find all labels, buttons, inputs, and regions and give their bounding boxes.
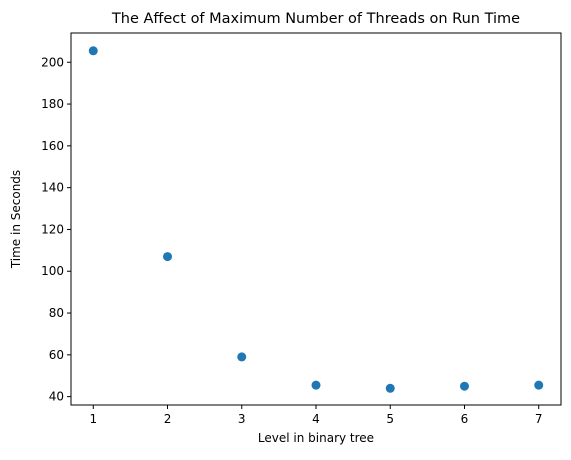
plot-frame (70, 32, 562, 406)
scatter-point (163, 252, 173, 262)
x-tick-label: 2 (164, 412, 172, 426)
plot-background (71, 33, 561, 405)
scatter-point (534, 380, 544, 390)
scatter-point (88, 46, 98, 56)
chart-title: The Affect of Maximum Number of Threads … (111, 11, 520, 27)
scatter-point (237, 352, 247, 362)
y-tick-label: 180 (41, 97, 64, 111)
scatter-point (311, 380, 321, 390)
y-tick-label: 40 (49, 390, 64, 404)
scatter-point (459, 381, 469, 391)
x-axis-label: Level in binary tree (258, 431, 374, 445)
y-tick-label: 200 (41, 55, 64, 69)
y-tick-label: 100 (41, 264, 64, 278)
x-tick-label: 7 (535, 412, 543, 426)
x-axis-ticks: 1 2 3 4 5 6 7 (89, 405, 543, 426)
y-axis-label: Time in Seconds (9, 170, 23, 269)
data-points (88, 46, 544, 393)
y-tick-label: 60 (49, 348, 64, 362)
x-tick-label: 5 (386, 412, 394, 426)
x-tick-label: 3 (238, 412, 246, 426)
y-tick-label: 120 (41, 222, 64, 236)
y-axis-ticks: 40 60 80 100 120 140 160 180 200 (41, 55, 71, 404)
x-tick-label: 6 (461, 412, 469, 426)
x-tick-label: 4 (312, 412, 320, 426)
y-tick-label: 160 (41, 139, 64, 153)
x-tick-label: 1 (89, 412, 97, 426)
y-tick-label: 80 (49, 306, 64, 320)
y-tick-label: 140 (41, 181, 64, 195)
scatter-point (385, 383, 395, 393)
